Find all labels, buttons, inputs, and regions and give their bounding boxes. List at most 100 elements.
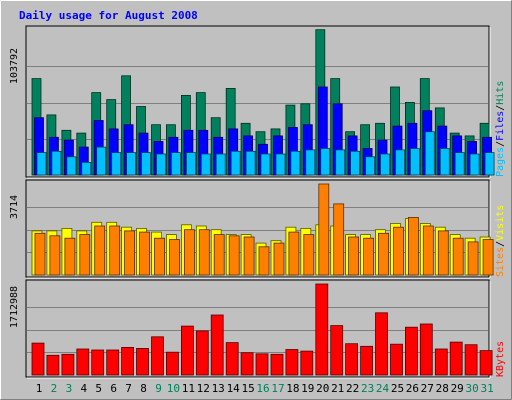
x-label-day-8: 8 (140, 382, 147, 395)
bar-sites-day-20 (318, 183, 330, 276)
bar-pages-day-7 (126, 152, 136, 176)
y-max-label: 3714 (9, 195, 20, 219)
bar-pages-day-4 (81, 161, 92, 176)
bar-kbytes-day-18 (285, 349, 299, 376)
bar-sites-day-5 (94, 225, 106, 276)
bar-sites-day-17 (273, 242, 285, 276)
bar-kbytes-day-25 (390, 343, 403, 376)
panel-bottom: 1712988 KBytes (9, 279, 506, 379)
bar-sites-day-23 (363, 237, 375, 276)
x-label-day-18: 18 (286, 382, 299, 395)
x-label-day-10: 10 (167, 382, 180, 395)
x-label-day-19: 19 (301, 382, 314, 395)
y-max-label: 103792 (9, 48, 20, 84)
x-label-day-25: 25 (391, 382, 404, 395)
bar-sites-day-15 (243, 236, 255, 276)
legend-separator: / (495, 241, 506, 247)
x-label-day-30: 30 (465, 382, 478, 395)
bar-kbytes-day-11 (180, 325, 194, 376)
bar-sites-day-14 (228, 235, 240, 276)
bar-sites-day-31 (482, 239, 494, 276)
x-label-day-24: 24 (376, 382, 390, 395)
legend-hits: Hits (495, 81, 506, 105)
x-label-day-13: 13 (212, 382, 225, 395)
x-label-day-11: 11 (182, 382, 195, 395)
bar-pages-day-14 (230, 150, 241, 176)
bar-pages-day-2 (51, 150, 62, 176)
x-label-day-12: 12 (197, 382, 210, 395)
bar-sites-day-25 (393, 226, 404, 276)
series-sites (34, 183, 494, 276)
x-label-day-27: 27 (421, 382, 434, 395)
bar-kbytes-day-27 (419, 323, 433, 376)
bar-pages-day-30 (469, 153, 480, 176)
bar-sites-day-16 (258, 246, 270, 276)
x-label-day-7: 7 (125, 382, 132, 395)
bar-pages-day-8 (141, 152, 151, 176)
panel-top: 103792 Pages/Files/Hits (9, 25, 506, 179)
legend-kbytes: KBytes (495, 341, 506, 377)
bar-sites-day-29 (452, 237, 464, 276)
legend-files: Files (495, 111, 506, 141)
x-label-day-9: 9 (155, 382, 162, 395)
x-label-day-6: 6 (110, 382, 117, 395)
x-label-day-1: 1 (36, 382, 43, 395)
bar-sites-day-21 (333, 203, 345, 276)
bar-sites-day-6 (109, 225, 121, 276)
bar-pages-day-15 (245, 150, 256, 176)
bar-sites-day-1 (34, 232, 46, 276)
bar-pages-day-27 (424, 131, 435, 176)
bar-pages-day-1 (36, 152, 47, 176)
legend-separator: / (495, 105, 506, 111)
bar-sites-day-19 (303, 234, 315, 276)
chart-title: Daily usage for August 2008 (19, 9, 198, 22)
legend-visits: Visits (495, 205, 506, 241)
panel-legend: KBytes (495, 341, 506, 377)
bar-sites-day-11 (183, 229, 195, 276)
x-label-day-29: 29 (451, 382, 464, 395)
bar-sites-day-7 (124, 230, 135, 276)
bar-pages-day-9 (156, 153, 166, 176)
bar-kbytes-day-13 (210, 314, 224, 376)
bar-kbytes-day-2 (46, 354, 60, 376)
bar-pages-day-28 (439, 148, 450, 176)
bar-pages-day-26 (409, 148, 420, 176)
series-kbytes (31, 283, 493, 376)
panel-middle: 3714 Sites/Visits (9, 179, 506, 279)
bar-kbytes-day-6 (106, 349, 120, 376)
bar-kbytes-day-5 (91, 349, 105, 376)
bar-sites-day-26 (407, 216, 419, 276)
bar-pages-day-5 (96, 146, 107, 176)
bar-sites-day-4 (79, 234, 91, 276)
bar-sites-day-30 (467, 241, 479, 276)
bar-pages-day-24 (380, 153, 390, 176)
x-label-day-26: 26 (406, 382, 419, 395)
bar-sites-day-12 (198, 229, 210, 276)
bar-pages-day-31 (484, 152, 495, 176)
bar-sites-day-3 (64, 237, 76, 276)
bar-pages-day-16 (260, 153, 271, 176)
bar-pages-day-25 (395, 149, 405, 176)
bar-kbytes-day-15 (240, 352, 254, 376)
bar-sites-day-27 (422, 225, 434, 276)
x-label-day-3: 3 (66, 382, 73, 395)
bar-pages-day-21 (335, 149, 346, 176)
bar-kbytes-day-22 (345, 343, 359, 376)
panel-legend: Pages/Files/Hits (495, 81, 506, 177)
bar-pages-day-20 (320, 148, 331, 176)
x-label-day-15: 15 (241, 382, 254, 395)
x-label-day-20: 20 (316, 382, 329, 395)
bar-kbytes-day-19 (300, 350, 314, 376)
bar-kbytes-day-17 (270, 353, 284, 376)
bar-kbytes-day-8 (136, 347, 149, 376)
bar-pages-day-23 (365, 156, 376, 176)
x-label-day-17: 17 (271, 382, 284, 395)
x-label-day-22: 22 (346, 382, 359, 395)
bar-kbytes-day-28 (434, 348, 448, 376)
x-label-day-14: 14 (227, 382, 241, 395)
x-label-day-4: 4 (80, 382, 87, 395)
bar-sites-day-18 (288, 231, 300, 276)
x-label-day-28: 28 (436, 382, 449, 395)
bar-kbytes-day-20 (315, 283, 329, 376)
